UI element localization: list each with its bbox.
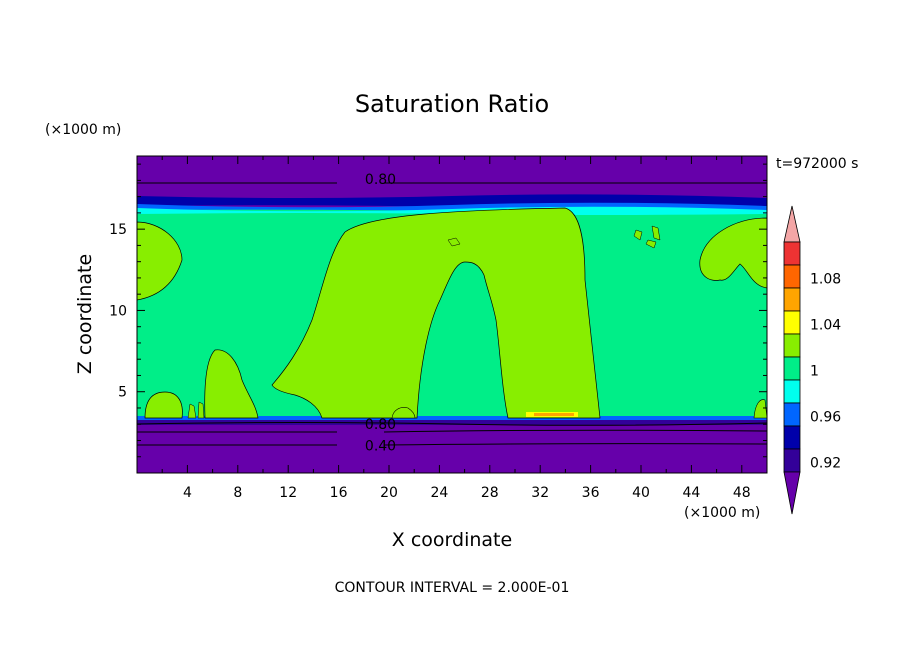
blob-lower-right-1 — [753, 399, 767, 419]
y-tick-label: 10 — [109, 303, 127, 319]
contour-field — [137, 156, 767, 473]
chart-title: Saturation Ratio — [355, 90, 549, 118]
patch-small-4 — [645, 239, 657, 249]
arch-supersaturated-region — [271, 207, 601, 419]
y-tick-label: 5 — [118, 385, 127, 401]
contour-line-label: 0.80 — [365, 172, 396, 188]
x-unit-label: (×1000 m) — [684, 505, 760, 521]
x-tick-label: 16 — [330, 485, 348, 501]
x-tick-label: 4 — [183, 485, 192, 501]
contour-line-lower-2 — [137, 429, 767, 433]
band-lower-dark — [137, 420, 767, 425]
y-axis-label: Z coordinate — [74, 254, 96, 374]
blob-lower-mid-1 — [391, 407, 416, 419]
colorbar-band — [783, 448, 801, 473]
colorbar-band — [783, 287, 801, 312]
x-tick-label: 12 — [279, 485, 297, 501]
colorbar-tick-label: 1 — [810, 364, 819, 380]
colorbar-band — [783, 310, 801, 335]
spot-orange — [534, 413, 574, 416]
colorbar-tick-label: 0.92 — [810, 456, 841, 472]
colorbar-tick-label: 1.08 — [810, 272, 841, 288]
blob-lower-left-1 — [144, 391, 183, 419]
colorbar-band — [783, 333, 801, 358]
colorbar-band — [783, 379, 801, 404]
x-tick-label: 24 — [430, 485, 448, 501]
colorbar-band — [783, 264, 801, 289]
x-tick-label: 48 — [733, 485, 751, 501]
x-axis-label: X coordinate — [392, 529, 512, 551]
y-tick-label: 15 — [109, 222, 127, 238]
patch-small-1 — [447, 237, 461, 247]
blob-lower-left-2 — [204, 349, 259, 419]
patch-small-3 — [651, 225, 661, 241]
blob-lower-left-3 — [187, 403, 197, 419]
band-upper-cyan — [137, 206, 767, 215]
colorbar-band — [783, 356, 801, 381]
x-tick-label: 28 — [481, 485, 499, 501]
colorbar-band — [783, 241, 801, 266]
blob-left-upper — [137, 221, 183, 301]
colorbar-top-arrow — [783, 205, 801, 243]
plot-frame — [136, 155, 768, 474]
colorbar: 1.08 1.04 1 0.96 0.92 — [783, 205, 841, 515]
x-tick-label: 36 — [582, 485, 600, 501]
band-lower-blue — [137, 416, 767, 420]
x-tick-label: 20 — [380, 485, 398, 501]
patch-small-2 — [633, 229, 643, 241]
contour-line-lower-1 — [137, 422, 767, 426]
blob-lower-left-4 — [197, 401, 205, 419]
colorbar-band — [783, 402, 801, 427]
contour-line-labels: 0.80 0.80 0.40 — [365, 172, 396, 455]
x-tick-label: 8 — [233, 485, 242, 501]
y-axis-ticks: 5 10 15 — [109, 163, 767, 458]
contour-interval-footer: CONTOUR INTERVAL = 2.000E-01 — [335, 580, 570, 596]
blob-right-upper — [699, 217, 767, 289]
colorbar-tick-label: 0.96 — [810, 410, 841, 426]
contour-line-label: 0.80 — [365, 417, 396, 433]
colorbar-band — [783, 425, 801, 450]
contour-line-label: 0.40 — [365, 438, 396, 454]
contour-line-lower-3 — [137, 443, 767, 446]
x-tick-label: 40 — [632, 485, 650, 501]
colorbar-tick-label: 1.04 — [810, 318, 841, 334]
x-tick-label: 32 — [531, 485, 549, 501]
colorbar-bottom-arrow — [783, 471, 801, 515]
y-unit-label: (×1000 m) — [45, 122, 121, 138]
time-label: t=972000 s — [776, 156, 858, 172]
x-tick-label: 44 — [682, 485, 700, 501]
x-axis-ticks: 4 8 12 16 20 24 28 32 36 40 44 48 — [161, 156, 751, 501]
